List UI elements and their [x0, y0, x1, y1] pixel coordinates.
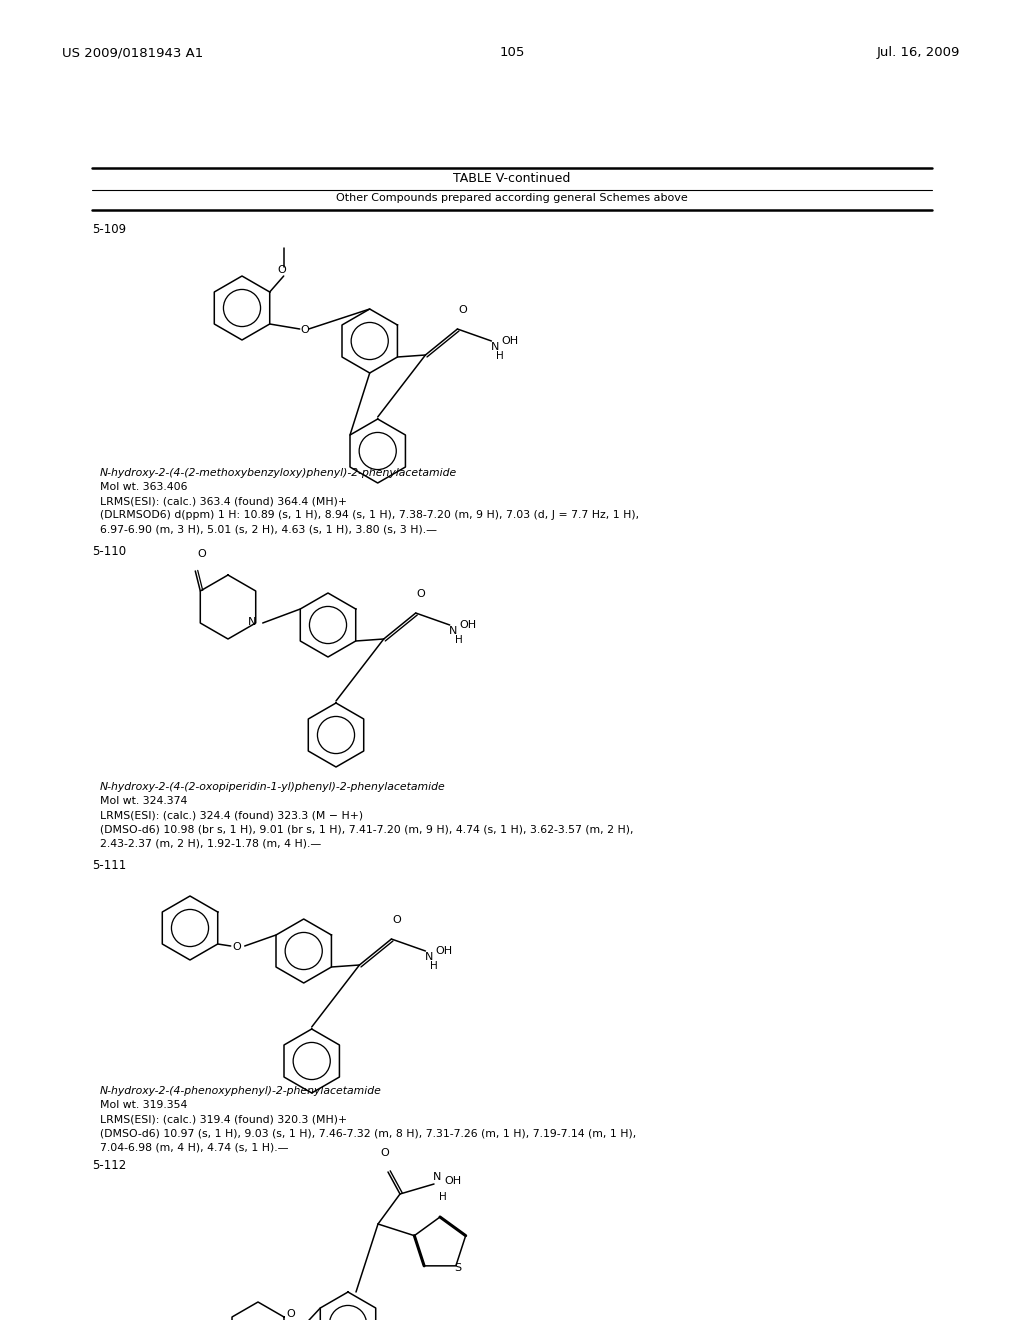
Text: O: O: [417, 589, 425, 599]
Text: O: O: [198, 549, 206, 558]
Text: 2.43-2.37 (m, 2 H), 1.92-1.78 (m, 4 H).—: 2.43-2.37 (m, 2 H), 1.92-1.78 (m, 4 H).—: [100, 838, 322, 847]
Text: 5-112: 5-112: [92, 1159, 126, 1172]
Text: S: S: [455, 1263, 462, 1272]
Text: OH: OH: [460, 620, 477, 630]
Text: LRMS(ESI): (calc.) 324.4 (found) 323.3 (M − H+): LRMS(ESI): (calc.) 324.4 (found) 323.3 (…: [100, 810, 364, 820]
Text: 5-111: 5-111: [92, 859, 126, 873]
Text: 7.04-6.98 (m, 4 H), 4.74 (s, 1 H).—: 7.04-6.98 (m, 4 H), 4.74 (s, 1 H).—: [100, 1142, 289, 1152]
Text: N: N: [433, 1172, 441, 1181]
Text: O: O: [392, 915, 401, 925]
Text: OH: OH: [502, 337, 518, 346]
Text: (DMSO-d6) 10.97 (s, 1 H), 9.03 (s, 1 H), 7.46-7.32 (m, 8 H), 7.31-7.26 (m, 1 H),: (DMSO-d6) 10.97 (s, 1 H), 9.03 (s, 1 H),…: [100, 1129, 636, 1138]
Text: N: N: [449, 626, 457, 636]
Text: Mol wt. 363.406: Mol wt. 363.406: [100, 482, 187, 492]
Text: 5-109: 5-109: [92, 223, 126, 236]
Text: N-hydroxy-2-(4-(2-oxopiperidin-1-yl)phenyl)-2-phenylacetamide: N-hydroxy-2-(4-(2-oxopiperidin-1-yl)phen…: [100, 781, 445, 792]
Text: Other Compounds prepared according general Schemes above: Other Compounds prepared according gener…: [336, 193, 688, 203]
Text: O: O: [278, 265, 286, 275]
Text: N: N: [490, 342, 499, 352]
Text: LRMS(ESI): (calc.) 319.4 (found) 320.3 (MH)+: LRMS(ESI): (calc.) 319.4 (found) 320.3 (…: [100, 1114, 347, 1125]
Text: H: H: [497, 351, 504, 360]
Text: Jul. 16, 2009: Jul. 16, 2009: [877, 46, 961, 59]
Text: OH: OH: [444, 1176, 461, 1185]
Text: H: H: [439, 1192, 446, 1203]
Text: TABLE V-continued: TABLE V-continued: [454, 172, 570, 185]
Text: N-hydroxy-2-(4-(2-methoxybenzyloxy)phenyl)-2-phenylacetamide: N-hydroxy-2-(4-(2-methoxybenzyloxy)pheny…: [100, 469, 458, 478]
Text: 5-110: 5-110: [92, 545, 126, 558]
Text: OH: OH: [435, 946, 453, 956]
Text: Mol wt. 324.374: Mol wt. 324.374: [100, 796, 187, 807]
Text: (DMSO-d6) 10.98 (br s, 1 H), 9.01 (br s, 1 H), 7.41-7.20 (m, 9 H), 4.74 (s, 1 H): (DMSO-d6) 10.98 (br s, 1 H), 9.01 (br s,…: [100, 824, 634, 834]
Text: H: H: [455, 635, 463, 645]
Text: 105: 105: [500, 46, 524, 59]
Text: O: O: [459, 305, 467, 315]
Text: O: O: [380, 1148, 389, 1158]
Text: 6.97-6.90 (m, 3 H), 5.01 (s, 2 H), 4.63 (s, 1 H), 3.80 (s, 3 H).—: 6.97-6.90 (m, 3 H), 5.01 (s, 2 H), 4.63 …: [100, 524, 437, 535]
Text: N: N: [424, 952, 433, 962]
Text: N-hydroxy-2-(4-phenoxyphenyl)-2-phenylacetamide: N-hydroxy-2-(4-phenoxyphenyl)-2-phenylac…: [100, 1086, 382, 1096]
Text: H: H: [430, 961, 438, 972]
Text: Mol wt. 319.354: Mol wt. 319.354: [100, 1100, 187, 1110]
Text: O: O: [301, 325, 309, 335]
Text: LRMS(ESI): (calc.) 363.4 (found) 364.4 (MH)+: LRMS(ESI): (calc.) 363.4 (found) 364.4 (…: [100, 496, 347, 506]
Text: O: O: [286, 1309, 295, 1319]
Text: N: N: [248, 616, 256, 627]
Text: US 2009/0181943 A1: US 2009/0181943 A1: [62, 46, 203, 59]
Text: (DLRMSOD6) d(ppm) 1 H: 10.89 (s, 1 H), 8.94 (s, 1 H), 7.38-7.20 (m, 9 H), 7.03 (: (DLRMSOD6) d(ppm) 1 H: 10.89 (s, 1 H), 8…: [100, 510, 639, 520]
Text: O: O: [232, 942, 242, 952]
